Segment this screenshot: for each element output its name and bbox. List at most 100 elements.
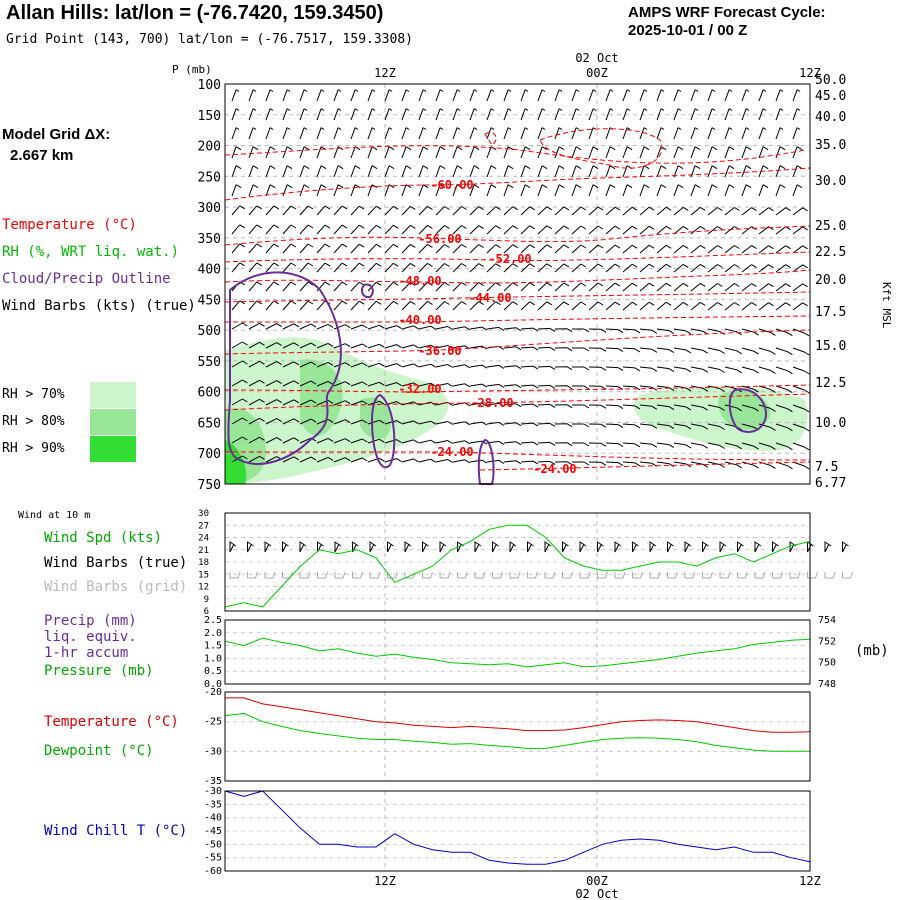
wind-barb — [231, 262, 245, 273]
wind-barb-true — [614, 541, 622, 553]
wind-barb — [792, 127, 801, 140]
wind-barb — [503, 365, 522, 370]
wind-barb — [622, 461, 641, 467]
wind-barb — [775, 442, 793, 451]
wind-barb-grid — [317, 571, 328, 579]
legend-rh70: RH > 70% — [2, 387, 65, 402]
wind-barb — [656, 184, 667, 197]
wind-barb — [401, 401, 419, 406]
wind-barb — [435, 127, 444, 140]
wind-barb — [265, 300, 280, 311]
wind-barb — [265, 361, 282, 368]
wind-barb — [520, 301, 535, 311]
wind-barb-grid — [562, 571, 573, 579]
wind-barb — [316, 89, 325, 102]
wind-barb — [503, 127, 512, 140]
wind-barb — [792, 165, 803, 178]
wind-barb — [282, 205, 297, 216]
wind-barb — [554, 108, 563, 121]
wind-barb — [503, 89, 512, 102]
wind-barb — [282, 165, 293, 178]
wind-barb — [656, 225, 672, 235]
wind-tick-label: 9 — [204, 595, 209, 605]
wind-barb — [452, 440, 471, 445]
wind-tick-label: 27 — [198, 521, 209, 531]
time-label-top: 02 Oct — [575, 51, 618, 65]
wind-barb — [554, 127, 563, 140]
kft-tick-label: 22.5 — [815, 245, 846, 260]
wind-barb — [571, 184, 582, 197]
wind-barb — [350, 184, 361, 197]
wind-barb — [435, 263, 450, 273]
wind-barb — [554, 206, 570, 216]
wind-barb — [724, 226, 740, 235]
wind-barb — [401, 127, 410, 140]
swatch-rh80 — [90, 409, 136, 435]
wind-barb — [333, 224, 348, 235]
wind-barb — [401, 262, 416, 273]
wind-barb — [537, 346, 556, 351]
wind-barb — [571, 206, 587, 216]
time-label-bottom: 12Z — [799, 874, 821, 888]
wind-barb — [690, 282, 706, 292]
wind-barb — [503, 184, 514, 197]
wind-barb — [265, 127, 274, 140]
wind-barb — [299, 361, 317, 368]
wind-barb — [299, 456, 317, 463]
p-tick-label: 600 — [198, 386, 221, 401]
wind-barb — [520, 225, 535, 235]
wind-barb — [571, 165, 582, 178]
wind-barb — [486, 383, 505, 388]
wind-barb — [350, 224, 365, 235]
wind-barb — [690, 301, 706, 311]
wind-barb — [520, 263, 535, 273]
wind-barb-true — [387, 541, 394, 553]
wind-barb — [741, 347, 759, 355]
wind-barb — [367, 419, 385, 425]
wind-barb — [299, 418, 317, 425]
wind-barb — [503, 327, 522, 332]
kft-tick-label: 15.0 — [815, 339, 846, 354]
wind-barb — [588, 282, 604, 292]
wind-barb — [605, 89, 614, 102]
wind-barb-grid — [474, 571, 486, 579]
wind-barb — [503, 225, 518, 235]
wind-barb — [690, 347, 709, 354]
wind-barb — [741, 89, 750, 102]
pressure-tick-label: 754 — [818, 615, 836, 626]
wind-barb — [724, 207, 740, 216]
wind-barb — [656, 127, 665, 140]
wind-barb — [639, 301, 655, 311]
wind-barb — [231, 398, 248, 406]
temp-contour — [225, 451, 811, 461]
chill-tick-label: -40 — [204, 813, 222, 824]
wind-barb — [571, 89, 580, 102]
temp-contour — [224, 269, 811, 284]
wind-barb — [469, 165, 480, 178]
wind-barb — [299, 281, 314, 292]
wind-barb — [656, 244, 672, 254]
wind-barb — [435, 440, 453, 444]
wind-barb — [367, 108, 376, 121]
wind-barb — [707, 245, 723, 254]
wind-barb — [741, 264, 757, 273]
wind-barb — [673, 263, 689, 273]
wind-barb — [486, 326, 505, 331]
wind-barb — [503, 403, 522, 408]
wind-barb — [792, 347, 810, 356]
temp-contour-label: -40.00 — [398, 313, 441, 327]
wind-barb — [656, 347, 675, 354]
kft-tick-label: 30.0 — [815, 174, 846, 189]
wind-barb — [384, 344, 402, 349]
wind-barb — [605, 263, 621, 273]
wind-barb — [248, 262, 263, 273]
wind-barb — [503, 384, 522, 389]
wind-barb — [605, 301, 621, 311]
wind-barb — [367, 343, 385, 349]
wind-tick-label: 30 — [198, 509, 209, 519]
wind-barb-true — [334, 541, 342, 553]
wind-barb — [486, 421, 505, 426]
wind-barb — [333, 127, 342, 140]
wind-barb — [316, 262, 331, 273]
wind-barb — [231, 108, 240, 121]
